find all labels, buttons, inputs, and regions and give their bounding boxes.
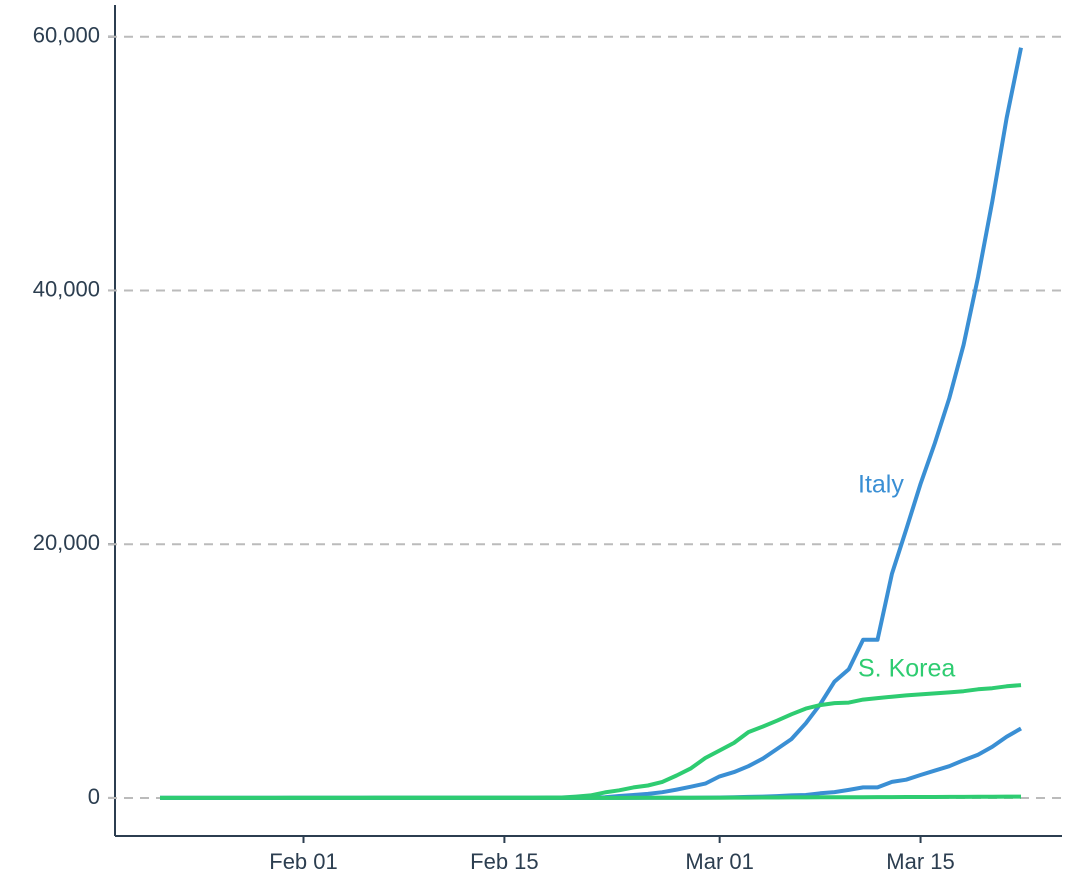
series-line: [160, 794, 1021, 800]
series-line: [160, 47, 1023, 800]
y-tick-label: 60,000: [33, 23, 100, 48]
y-tick-label: 40,000: [33, 276, 100, 301]
series-line: [160, 726, 1022, 800]
x-tick-label: Feb 01: [269, 849, 338, 874]
x-tick-label: Mar 01: [685, 849, 753, 874]
y-tick-label: 0: [88, 784, 100, 809]
series-label: Italy: [858, 471, 904, 499]
series-label: S. Korea: [858, 655, 955, 683]
y-tick-label: 20,000: [33, 530, 100, 555]
x-tick-label: Feb 15: [470, 849, 539, 874]
x-tick-label: Mar 15: [886, 849, 954, 874]
